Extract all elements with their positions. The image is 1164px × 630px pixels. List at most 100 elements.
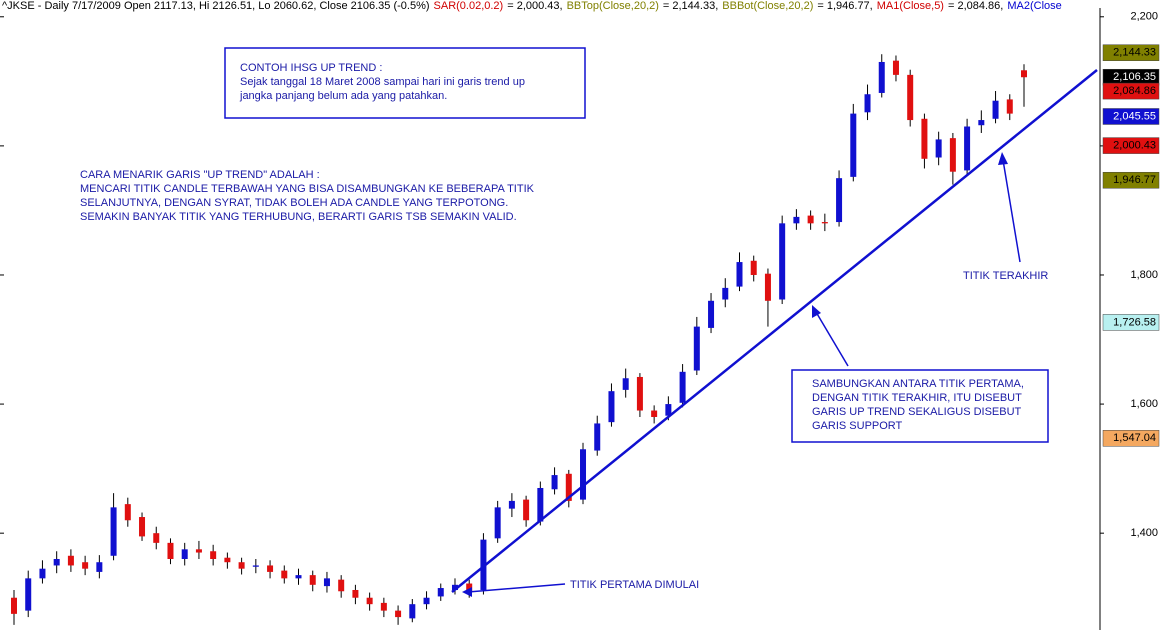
candle-body <box>722 287 729 300</box>
title-segment: MA1(Close,5) <box>877 0 944 12</box>
candle-body <box>693 326 700 371</box>
candle-body <box>921 118 928 159</box>
title-segment: = 2,084.86, <box>948 0 1003 12</box>
candle-body <box>594 423 601 451</box>
value-label: 2,106.35 <box>1113 71 1156 83</box>
title-segment: = 2,000.43, <box>507 0 562 12</box>
value-label: 1,946.77 <box>1113 174 1156 186</box>
candle-body <box>210 551 217 559</box>
value-label: 1,547.04 <box>1113 432 1156 444</box>
candle-body <box>53 558 60 566</box>
candle-body <box>110 507 117 556</box>
value-label: 2,045.55 <box>1113 110 1156 122</box>
candle-body <box>679 371 686 403</box>
candle-body <box>651 410 658 417</box>
candle-body <box>978 120 985 126</box>
candle-body <box>466 583 473 592</box>
candles <box>11 54 1027 625</box>
annotation-box <box>791 369 1049 443</box>
candle-body <box>380 602 387 611</box>
candle-body <box>437 588 444 597</box>
candle-body <box>807 215 814 224</box>
candle-body <box>494 507 501 539</box>
candle-body <box>537 487 544 522</box>
y-tick-label: 1,600 <box>1130 398 1158 410</box>
title-segment: ^JKSE - Daily 7/17/2009 Open 2117.13, Hi… <box>2 0 430 12</box>
pointer <box>815 311 849 367</box>
pointer <box>1002 159 1021 263</box>
candle-body <box>878 61 885 93</box>
candle-body <box>352 589 359 598</box>
annotation-text: SELANJUTNYA, DENGAN SYRAT, TIDAK BOLEH A… <box>80 197 508 209</box>
candle-body <box>1021 70 1027 78</box>
value-label-box <box>1102 430 1160 447</box>
candle-body <box>295 575 302 579</box>
candle-body <box>267 565 274 572</box>
annotation-text: DENGAN TITIK TERAKHIR, ITU DISEBUT <box>812 392 1022 404</box>
candle-body <box>580 449 587 500</box>
annotation-text: MENCARI TITIK CANDLE TERBAWAH YANG BISA … <box>80 183 535 195</box>
candle-body <box>764 273 771 301</box>
value-label-box <box>1102 314 1160 331</box>
y-tick-label: 1,800 <box>1130 269 1158 281</box>
pointer-head <box>462 587 472 597</box>
pointer-head <box>998 152 1008 165</box>
value-label: 2,144.33 <box>1113 47 1156 59</box>
candle-body <box>565 473 572 501</box>
title-segment: SAR(0.02,0.2) <box>434 0 504 12</box>
annotation-text: jangka panjang belum ada yang patahkan. <box>239 90 447 102</box>
candle-body <box>523 499 530 521</box>
candle-body <box>551 475 558 490</box>
candle-body <box>636 376 643 411</box>
title-segment: = 2,144.33, <box>663 0 718 12</box>
value-label: 2,084.86 <box>1113 85 1156 97</box>
value-label-box <box>1102 137 1160 154</box>
annotations: CONTOH IHSG UP TREND : Sejak tanggal 18 … <box>80 62 1048 591</box>
candle-body <box>907 74 914 121</box>
title-segment: BBTop(Close,20,2) <box>567 0 659 12</box>
candle-body <box>836 178 843 223</box>
candle-body <box>309 575 316 585</box>
y-tick-label: 2,200 <box>1130 11 1158 23</box>
candle-body <box>224 557 231 563</box>
value-label-box <box>1102 171 1160 189</box>
candle-body <box>750 260 757 275</box>
candle-body <box>25 578 32 611</box>
pointer <box>467 583 566 593</box>
annotation-text: GARIS UP TREND SEKALIGUS DISEBUT <box>812 406 1022 418</box>
annotation-box <box>224 47 586 119</box>
title-segment: MA2(Close <box>1007 0 1061 12</box>
candle-body <box>96 562 103 572</box>
candle-body <box>793 216 800 224</box>
candle-body <box>964 126 971 171</box>
candle-body <box>281 570 288 579</box>
value-label-box <box>1102 108 1160 125</box>
candle-body <box>11 597 17 614</box>
candle-body <box>252 565 259 567</box>
candle-body <box>451 584 458 590</box>
annotation-text: SEMAKIN BANYAK TITIK YANG TERHUBUNG, BER… <box>80 211 517 223</box>
candle-body <box>992 100 999 119</box>
value-label: 1,726.58 <box>1113 316 1156 328</box>
candle-body <box>892 60 899 75</box>
value-label-box <box>1102 44 1160 61</box>
candle-body <box>124 504 131 521</box>
annotation-text: TITIK PERTAMA DIMULAI <box>570 579 699 591</box>
annotation-text: TITIK TERAKHIR <box>963 270 1048 282</box>
candle-body <box>153 533 160 543</box>
candle-body <box>779 223 786 300</box>
candle-body <box>608 391 615 423</box>
chart-title: ^JKSE - Daily 7/17/2009 Open 2117.13, Hi… <box>2 0 1062 12</box>
value-label-box <box>1102 82 1160 100</box>
candle-body <box>821 222 828 224</box>
candle-body <box>665 404 672 416</box>
y-tick-label: 1,400 <box>1130 527 1158 539</box>
title-segment: BBBot(Close,20,2) <box>722 0 813 12</box>
candle-body <box>1006 99 1013 114</box>
annotation-text: SAMBUNGKAN ANTARA TITIK PERTAMA, <box>812 378 1024 390</box>
annotation-text: GARIS SUPPORT <box>812 420 903 432</box>
candle-body <box>366 597 373 605</box>
candle-body <box>67 555 74 566</box>
candle-body <box>39 568 46 579</box>
